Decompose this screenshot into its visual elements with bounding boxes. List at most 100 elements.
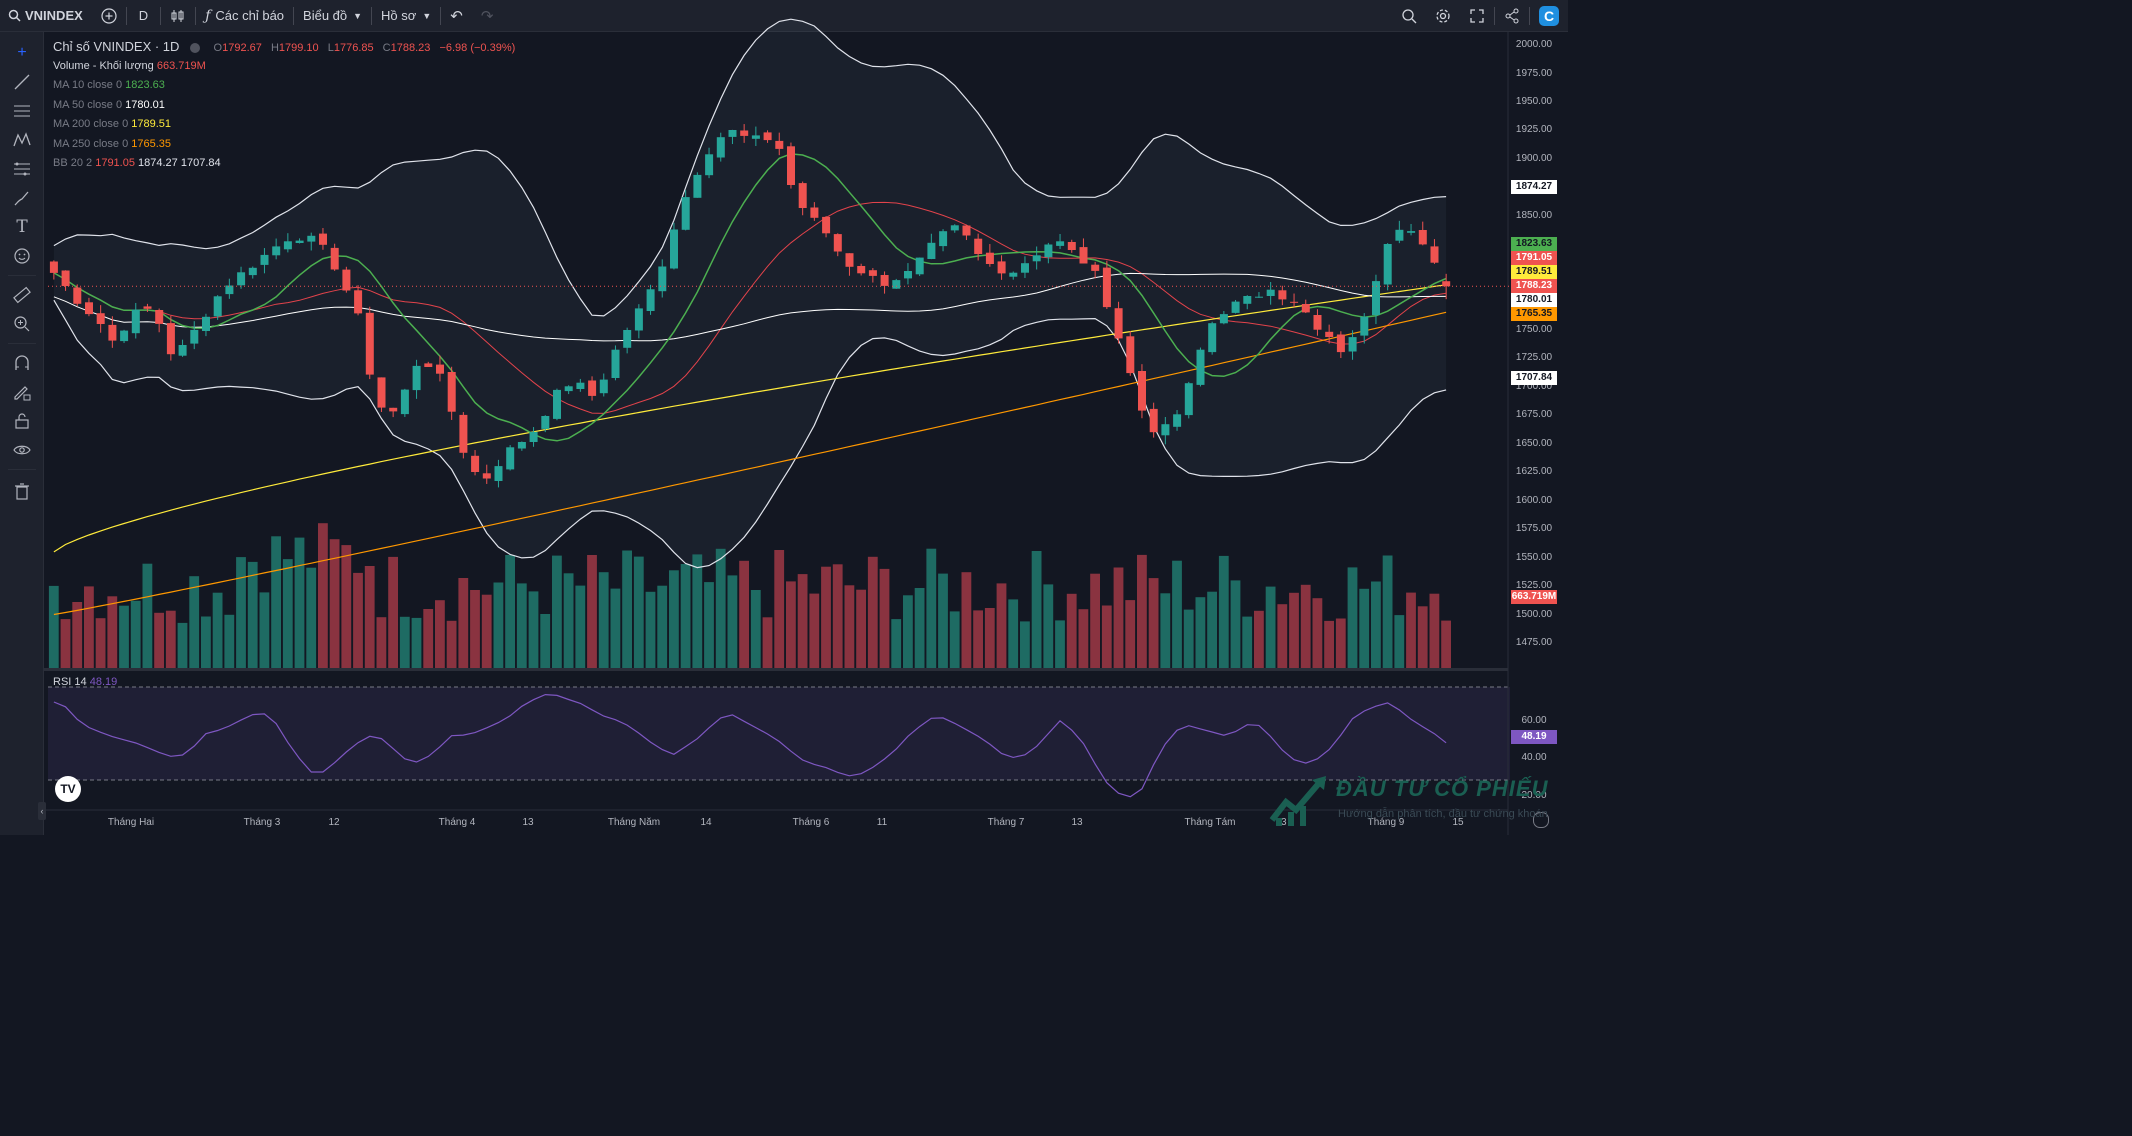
candle — [1184, 381, 1193, 419]
volume-bar — [844, 585, 855, 668]
candle-body — [1418, 230, 1427, 245]
remove-drawings-tool[interactable] — [10, 480, 34, 502]
candle-body — [459, 414, 468, 453]
candle-body — [1219, 314, 1228, 324]
chart-canvas[interactable] — [0, 0, 1568, 835]
fib-tool[interactable] — [10, 158, 34, 180]
trendline-tool[interactable] — [10, 71, 34, 93]
chart-settings-corner-button[interactable] — [1533, 812, 1549, 828]
candle-body — [131, 309, 140, 334]
candle — [1032, 246, 1041, 270]
volume-bar — [1113, 567, 1124, 668]
volume-bar — [1230, 580, 1241, 668]
ma10-price-label: 1823.63 — [1511, 237, 1557, 251]
volume-bar — [259, 592, 270, 668]
lock-drawings-tool[interactable] — [10, 381, 34, 403]
price-tick: 1650.00 — [1515, 437, 1553, 449]
candle — [1067, 239, 1076, 253]
volume-bar — [1043, 584, 1054, 668]
candle — [436, 355, 444, 382]
profile-menu-button[interactable]: Hồ sơ ▼ — [372, 0, 440, 32]
compare-button[interactable] — [92, 0, 126, 32]
text-tool[interactable]: T — [10, 216, 34, 238]
candle-body — [283, 241, 292, 250]
volume-bar — [282, 559, 293, 668]
collapse-toolbar-button[interactable]: ‹ — [38, 802, 46, 820]
candle — [670, 222, 678, 270]
pattern-tool[interactable] — [10, 129, 34, 151]
candle-body — [962, 225, 971, 236]
redo-button[interactable]: ↷ — [472, 0, 503, 32]
ma50-label: MA 50 close 0 — [53, 99, 123, 111]
candle-body — [61, 270, 70, 286]
candle — [787, 142, 795, 189]
volume-bar — [821, 566, 831, 668]
candle-body — [798, 183, 807, 208]
symbol-search[interactable]: VNINDEX — [0, 0, 92, 32]
volume-bar — [1078, 609, 1089, 668]
price-tick: 1600.00 — [1515, 494, 1553, 506]
volume-label: Volume - Khối lượng — [53, 60, 154, 72]
crosshair-tool[interactable]: + — [10, 42, 34, 64]
volume-bar — [1441, 620, 1451, 668]
emoji-tool[interactable] — [10, 245, 34, 267]
volume-bar — [505, 555, 515, 668]
candle-body — [1430, 246, 1439, 263]
indicators-button[interactable]: ƒ Các chỉ báo — [196, 0, 293, 32]
candle — [96, 305, 105, 333]
share-button[interactable] — [1495, 0, 1529, 32]
chart-type-button[interactable] — [161, 0, 195, 32]
candle — [108, 316, 117, 348]
candle-body — [436, 364, 444, 374]
candle-body — [506, 447, 515, 470]
search-icon — [8, 9, 21, 22]
zoom-search-icon — [1402, 9, 1417, 24]
fullscreen-button[interactable] — [1460, 0, 1494, 32]
candle-body — [822, 216, 831, 234]
eye-icon — [13, 445, 31, 455]
candle-body — [892, 280, 901, 289]
volume-bar — [786, 581, 796, 668]
candle-body — [716, 137, 725, 158]
candle-body — [494, 466, 503, 481]
brush-icon — [14, 191, 29, 206]
ma10-line — [53, 153, 1447, 442]
candle-series — [49, 124, 1451, 488]
logo-button[interactable]: C — [1530, 0, 1568, 32]
candle-body — [1161, 424, 1170, 436]
volume-bar — [669, 570, 679, 668]
zoom-tool[interactable] — [10, 313, 34, 335]
bb-label: BB 20 2 — [53, 157, 93, 169]
volume-price-label: 663.719M — [1511, 590, 1557, 604]
candle — [868, 268, 877, 283]
interval-button[interactable]: D — [127, 0, 160, 32]
hide-drawings-tool[interactable] — [10, 439, 34, 461]
quick-search-button[interactable] — [1392, 0, 1426, 32]
time-tick: 11 — [876, 817, 888, 828]
volume-bar — [715, 548, 726, 668]
undo-button[interactable]: ↶ — [441, 0, 472, 32]
magnet-tool[interactable] — [10, 352, 34, 374]
brush-tool[interactable] — [10, 187, 34, 209]
volume-bar — [750, 590, 761, 668]
candle-body — [1091, 264, 1100, 271]
candle — [822, 216, 831, 238]
ruler-tool[interactable] — [10, 284, 34, 306]
volume-bar — [329, 539, 340, 668]
chart-menu-button[interactable]: Biểu đồ ▼ — [294, 0, 371, 32]
settings-button[interactable] — [1426, 0, 1460, 32]
legend-collapse-icon[interactable] — [190, 43, 201, 54]
volume-bar — [1218, 555, 1229, 668]
candle — [1278, 285, 1287, 306]
horizontal-lines-tool[interactable] — [10, 100, 34, 122]
separator — [1494, 7, 1495, 25]
volume-bar — [1101, 605, 1112, 668]
volume-bar — [1008, 599, 1019, 668]
candle-body — [178, 345, 187, 356]
volume-series — [48, 523, 1451, 668]
ma50-price-label: 1780.01 — [1511, 293, 1557, 307]
candle-body — [482, 473, 491, 479]
lock-tool[interactable] — [10, 410, 34, 432]
tv-logo[interactable]: TV — [55, 776, 81, 802]
high-value: 1799.10 — [278, 42, 319, 54]
